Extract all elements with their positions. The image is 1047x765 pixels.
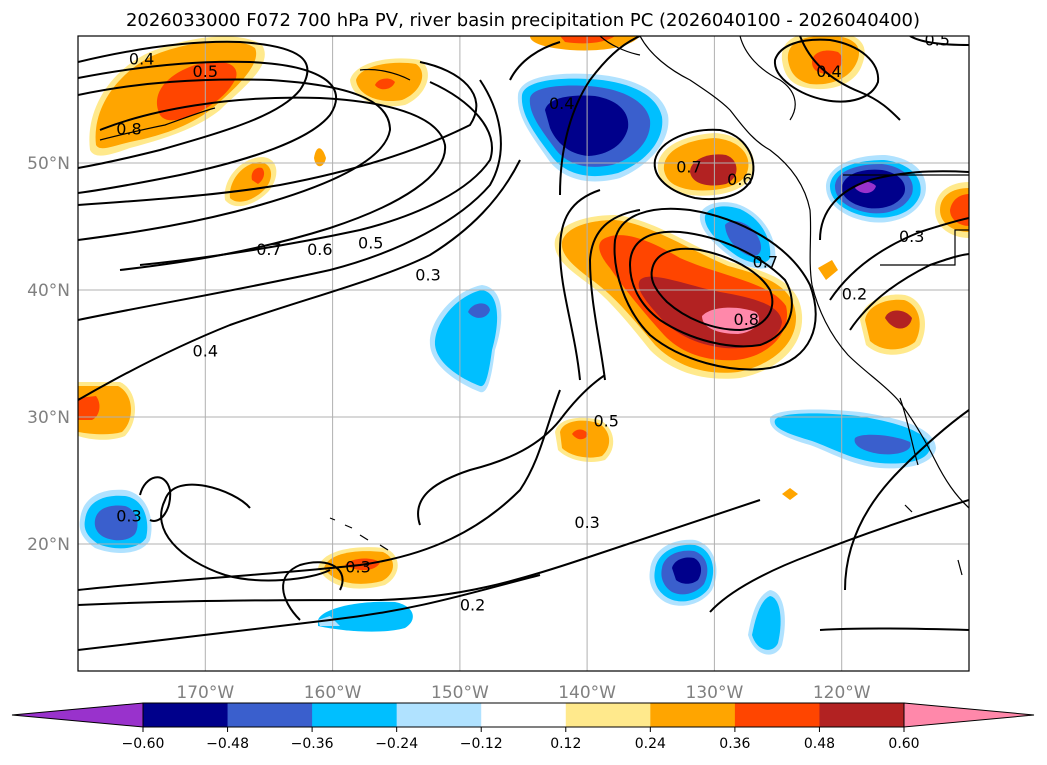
- colorbar-tick-label: 0.24: [635, 736, 666, 752]
- shade-neg-west: [94, 505, 138, 541]
- colorbar-segment: [819, 703, 905, 727]
- lon-tick-labels: 170°W 160°W 150°W 140°W 130°W 120°W: [176, 683, 870, 703]
- colorbar-extend-max: [903, 702, 1035, 728]
- colorbar-tick-label: 0.60: [888, 736, 919, 752]
- colorbar-tick-label: 0.12: [550, 736, 581, 752]
- colorbar-segment: [227, 703, 313, 727]
- shade-pos-west: [78, 396, 100, 420]
- shade-neg-far-south: [752, 596, 781, 650]
- lon-tick-label: 160°W: [304, 683, 362, 703]
- shade-pos-small: [251, 167, 265, 184]
- contour-label: 0.7: [753, 253, 778, 272]
- contour-label: 0.6: [307, 240, 332, 259]
- lon-tick-label: 130°W: [686, 683, 744, 703]
- shade-pos-ca: [885, 310, 912, 329]
- contour-label: 0.2: [460, 596, 485, 615]
- colorbar-tick-label: −0.24: [375, 736, 418, 752]
- contour-label: 0.5: [193, 62, 218, 81]
- colorbar-segment: [396, 703, 482, 727]
- contour-label: 0.7: [256, 240, 281, 259]
- contour-label: 0.3: [345, 557, 370, 576]
- shade-neg-central: [468, 303, 490, 318]
- coastlines: [99, 36, 969, 576]
- lat-tick-label: 20°N: [27, 535, 70, 555]
- shade-pos-mid: [572, 429, 588, 440]
- colorbar-tick-label: −0.48: [206, 736, 249, 752]
- lon-tick-label: 120°W: [813, 683, 871, 703]
- pv-contours: [78, 36, 969, 651]
- lat-tick-label: 40°N: [27, 281, 70, 301]
- contour-label: 0.3: [899, 227, 924, 246]
- contour-label: 0.5: [594, 411, 619, 430]
- contour-label: 0.3: [116, 507, 141, 526]
- shade-pos-aleutian: [156, 61, 237, 121]
- figure-title: 2026033000 F072 700 hPa PV, river basin …: [126, 10, 920, 31]
- lon-tick-label: 170°W: [176, 683, 234, 703]
- colorbar-tick-label: 0.48: [804, 736, 835, 752]
- shade-neg-band: [318, 601, 413, 632]
- colorbar-tick-label: −0.36: [291, 736, 334, 752]
- colorbar-extend-min: [11, 702, 144, 728]
- shade-pos-topright: [812, 50, 843, 74]
- contour-label: 0.4: [129, 49, 154, 68]
- shade-pos-east: [950, 194, 969, 226]
- contour-label: 0.4: [816, 62, 841, 81]
- contour-label: 0.2: [842, 284, 867, 303]
- contour-label: 0.3: [574, 513, 599, 532]
- colorbar-frame: [142, 702, 905, 728]
- shade-pos-tiny: [782, 488, 798, 500]
- colorbar-segment: [650, 703, 736, 727]
- shade-neg-socal: [854, 434, 911, 455]
- lon-tick-label: 140°W: [558, 683, 616, 703]
- contour-label: 0.6: [727, 170, 752, 189]
- colorbar-segment: [734, 703, 820, 727]
- lat-tick-label: 30°N: [27, 408, 70, 428]
- contour-label: 0.8: [116, 119, 141, 138]
- colorbar-segment: [312, 703, 398, 727]
- shade-pos-mid: [560, 420, 610, 458]
- shade-pos-bc: [690, 154, 737, 186]
- colorbar-segment: [143, 703, 229, 727]
- colorbar: −0.60 −0.48 −0.36 −0.24 −0.12 0.12 0.24 0.36 0.4…: [11, 702, 1035, 752]
- contour-label: 0.4: [549, 94, 574, 113]
- colorbar-segment: [481, 703, 567, 727]
- contour-label: 0.8: [734, 310, 759, 329]
- contour-label: 0.7: [676, 157, 701, 176]
- shade-pos-tiny: [818, 260, 838, 280]
- colorbar-tick-label: −0.12: [460, 736, 503, 752]
- lat-tick-labels: 20°N 30°N 40°N 50°N: [27, 154, 70, 555]
- shade-pos-small: [375, 78, 395, 90]
- colorbar-tick-label: −0.60: [122, 736, 165, 752]
- contour-label: 0.3: [415, 265, 440, 284]
- contour-label: 0.5: [924, 30, 949, 49]
- colorbar-segment: [565, 703, 651, 727]
- map-frame: [77, 35, 970, 672]
- precip-shading: [78, 36, 969, 655]
- shade-pos-small: [314, 148, 326, 167]
- contour-labels: 0.4 0.5 0.8 0.7 0.6 0.5 0.3 0.4 0.3 0.3 0.2 0.3 0.5 0…: [116, 30, 950, 615]
- map-panel: 0.4 0.5 0.8 0.7 0.6 0.5 0.3 0.4 0.3 0.3 0.2 0.3 0.5 0…: [78, 30, 969, 671]
- colorbar-tick-label: 0.36: [719, 736, 750, 752]
- gridlines: [78, 36, 969, 671]
- shade-neg-south: [672, 557, 702, 584]
- lon-tick-label: 150°W: [431, 683, 489, 703]
- lat-tick-label: 50°N: [27, 154, 70, 174]
- contour-label: 0.5: [358, 234, 383, 253]
- contour-label: 0.4: [193, 342, 218, 361]
